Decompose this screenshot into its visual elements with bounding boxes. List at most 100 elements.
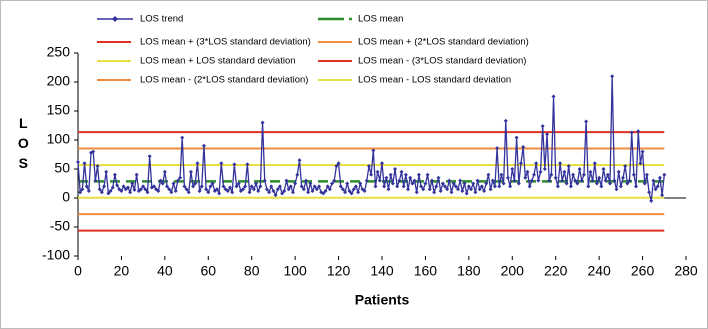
point: [284, 178, 289, 183]
point: [382, 184, 387, 189]
point: [581, 172, 586, 177]
point: [486, 172, 491, 177]
point: [573, 178, 578, 183]
point: [571, 172, 576, 177]
x-tick-label: 220: [544, 263, 568, 279]
point: [631, 172, 636, 177]
point: [484, 181, 489, 186]
point: [97, 187, 102, 192]
point: [438, 189, 443, 194]
point: [447, 178, 452, 183]
point: [501, 181, 506, 186]
point: [512, 178, 517, 183]
point: [234, 184, 239, 189]
x-tick-label: 0: [74, 263, 82, 279]
point: [249, 184, 254, 189]
point: [416, 172, 421, 177]
point: [191, 184, 196, 189]
point: [410, 181, 415, 186]
point: [340, 187, 345, 192]
point: [549, 172, 554, 177]
point: [540, 124, 545, 129]
point: [488, 187, 493, 192]
point: [221, 184, 226, 189]
point: [197, 189, 202, 194]
point: [386, 187, 391, 192]
point: [586, 184, 591, 189]
point: [308, 181, 313, 186]
point: [660, 193, 665, 198]
point: [353, 184, 358, 189]
point: [180, 135, 185, 140]
point: [521, 144, 526, 149]
point: [527, 184, 532, 189]
x-tick-label: 80: [244, 263, 260, 279]
point: [542, 167, 547, 171]
point: [436, 175, 441, 180]
point: [616, 169, 621, 174]
legend-marker: [112, 16, 118, 22]
point: [495, 146, 500, 151]
point: [475, 178, 480, 183]
point: [618, 184, 623, 189]
point: [228, 185, 232, 190]
point: [458, 178, 463, 183]
y-tick-label: -100: [42, 247, 70, 263]
point: [199, 184, 204, 189]
point: [108, 189, 113, 194]
point: [358, 181, 363, 186]
point: [538, 169, 543, 174]
point: [397, 178, 402, 183]
point: [388, 172, 393, 177]
point: [78, 190, 83, 195]
point: [477, 187, 482, 192]
y-axis-title: LOS: [15, 115, 31, 175]
point: [158, 178, 163, 183]
point: [492, 184, 497, 189]
point: [412, 178, 417, 183]
y-tick-label: 250: [47, 44, 71, 60]
point: [112, 172, 117, 177]
point: [306, 190, 311, 195]
point: [193, 181, 198, 186]
point: [178, 175, 183, 180]
point: [634, 184, 639, 189]
point: [86, 189, 91, 194]
point: [651, 178, 656, 183]
point: [84, 184, 89, 189]
point: [529, 178, 534, 183]
point: [657, 175, 662, 180]
x-axis-title: Patients: [355, 292, 410, 308]
point: [597, 175, 602, 180]
point: [301, 187, 306, 192]
point: [393, 167, 398, 171]
legend-label: LOS mean + (3*LOS standard deviation): [140, 37, 311, 48]
point: [334, 164, 339, 169]
point: [195, 161, 200, 166]
point: [601, 167, 606, 171]
point: [317, 184, 322, 189]
point: [145, 190, 150, 195]
point: [299, 184, 304, 189]
point: [638, 161, 643, 166]
point: [247, 190, 252, 195]
point: [588, 169, 593, 174]
point: [464, 191, 469, 196]
point: [469, 187, 474, 192]
point: [462, 181, 467, 186]
point: [260, 120, 265, 125]
point: [419, 184, 424, 189]
point: [532, 172, 536, 177]
point: [95, 164, 100, 169]
point: [273, 193, 278, 198]
point: [547, 178, 552, 183]
point: [206, 190, 211, 195]
point: [384, 175, 389, 180]
point: [251, 187, 256, 192]
point: [653, 187, 658, 192]
legend-label: LOS mean - LOS standard deviation: [358, 75, 511, 86]
point: [338, 184, 343, 189]
point: [499, 172, 504, 177]
point: [106, 191, 111, 196]
point: [471, 181, 476, 186]
